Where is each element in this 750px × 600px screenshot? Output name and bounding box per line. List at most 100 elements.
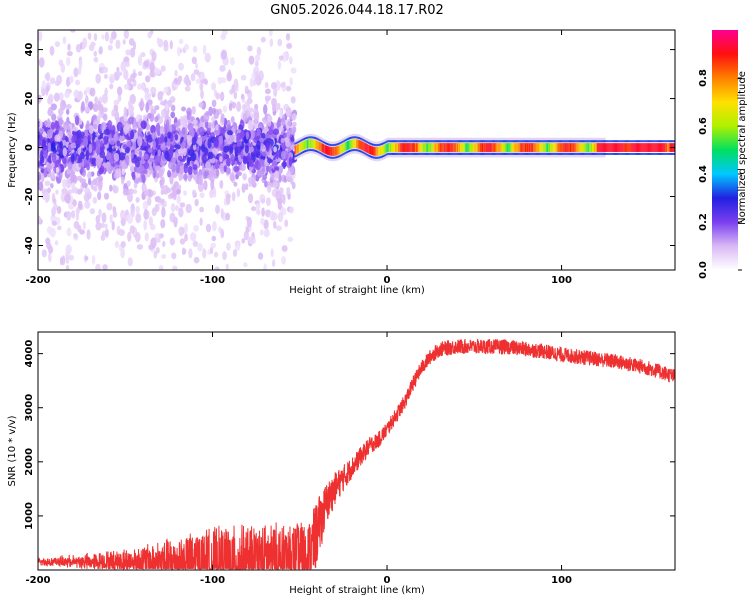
- spectrogram-cell: [591, 143, 594, 152]
- spectrogram-cell: [452, 143, 455, 152]
- spectrogram-cell: [476, 143, 479, 152]
- spectrogram-cell: [118, 152, 126, 161]
- spectrogram-cell: [497, 152, 500, 155]
- spectrogram-cell: [179, 115, 184, 126]
- spectrogram-cell: [260, 198, 266, 204]
- spectrogram-cell: [279, 109, 283, 120]
- spectrogram-cell: [137, 71, 143, 77]
- spectrogram-cell: [401, 140, 403, 143]
- spectrogram-cell: [587, 143, 590, 152]
- spectrogram-cell: [192, 164, 198, 170]
- spectrogram-cell: [83, 106, 91, 113]
- spectrogram-cell: [493, 152, 495, 155]
- spectrogram-cell: [65, 254, 70, 264]
- spectrogram-cell: [241, 104, 246, 111]
- spectrogram-cell: [253, 111, 260, 122]
- spectrogram-cell: [577, 152, 579, 155]
- spectrogram-cell: [578, 140, 580, 143]
- spectrogram-cell: [315, 137, 317, 140]
- spectrogram-cell: [623, 152, 625, 155]
- spectrogram-cell: [446, 152, 448, 155]
- spectrogram-cell: [299, 152, 302, 155]
- spectrogram-cell: [210, 242, 216, 249]
- spectrogram-cell: [319, 152, 322, 155]
- spectrogram-cell: [166, 139, 171, 147]
- spectrogram-cell: [616, 140, 618, 143]
- spectrogram-cell: [475, 143, 478, 152]
- spectrogram-cell: [97, 180, 103, 192]
- spectrogram-cell: [55, 167, 60, 174]
- spectrogram-cell: [151, 51, 157, 62]
- spectrogram-cell: [222, 251, 227, 261]
- spectrogram-cell: [438, 143, 440, 152]
- spectrogram-cell: [447, 140, 449, 143]
- spectrogram-cell: [142, 114, 148, 121]
- spectrogram-cell: [640, 143, 642, 152]
- spectrogram-cell: [381, 145, 383, 155]
- spectrogram-cell: [539, 152, 541, 155]
- spectrogram-cell: [380, 156, 382, 159]
- spectrogram-cell: [160, 143, 167, 151]
- spectrogram-cell: [419, 140, 421, 143]
- spectrogram-cell: [114, 240, 119, 249]
- spectrogram-cell: [354, 136, 356, 139]
- spectrogram-cell: [340, 154, 343, 157]
- spectrogram-cell: [134, 231, 141, 243]
- spectrogram-cell: [366, 144, 369, 153]
- spectrogram-cell: [312, 149, 314, 152]
- spectrogram-cell: [574, 140, 576, 143]
- spectrogram-cell: [534, 152, 536, 155]
- spectrogram-cell: [653, 152, 656, 155]
- spectrogram-cell: [418, 143, 420, 152]
- spectrogram-cell: [163, 42, 169, 52]
- spectrogram-cell: [443, 152, 445, 155]
- spectrogram-cell: [303, 140, 306, 150]
- spectrogram-cell: [397, 143, 399, 152]
- spectrogram-cell: [404, 140, 406, 143]
- spectrogram-cell: [494, 140, 496, 143]
- spectrogram-cell: [83, 157, 91, 167]
- spectrogram-cell: [429, 152, 432, 155]
- spectrogram-cell: [387, 143, 390, 152]
- spectrogram-cell: [303, 150, 306, 153]
- spectrogram-cell: [72, 163, 77, 170]
- spectrogram-cell: [163, 123, 170, 134]
- spectrogram-cell: [58, 92, 64, 101]
- spectrogram-cell: [586, 152, 589, 155]
- spectrogram-cell: [484, 152, 486, 155]
- spectrogram-cell: [426, 143, 428, 152]
- spectrogram-cell: [666, 152, 668, 155]
- spectrogram-cell: [400, 143, 402, 152]
- spectrogram-cell: [135, 205, 140, 214]
- spectrogram-cell: [236, 140, 243, 147]
- spectrogram-cell: [155, 246, 160, 254]
- spectrogram-cell: [265, 197, 271, 207]
- spectrogram-cell: [465, 143, 467, 152]
- spectrogram-cell: [244, 183, 249, 191]
- spectrogram-cell: [427, 140, 429, 143]
- spectrogram-cell: [470, 152, 472, 155]
- spectrogram-cell: [385, 140, 388, 143]
- spectrogram-cell: [177, 155, 183, 161]
- spectrogram-cell: [407, 143, 410, 152]
- spectrogram-cell: [311, 139, 313, 149]
- spectrogram-cell: [556, 140, 558, 143]
- spectrogram-cell: [82, 37, 88, 49]
- spectrogram-cell: [512, 140, 514, 143]
- spectrogram-cell: [311, 149, 313, 152]
- spectrogram-cell: [346, 138, 349, 141]
- spectrogram-cell: [211, 99, 217, 108]
- spectrogram-cell: [41, 80, 47, 89]
- spectrogram-cell: [592, 152, 595, 155]
- spectrogram-cell: [285, 170, 292, 182]
- spectrogram-cell: [126, 180, 131, 187]
- spectrogram-cell: [483, 140, 485, 143]
- spectrogram-cell: [647, 152, 649, 155]
- spectrogram-cell: [524, 152, 527, 155]
- spectrogram-cell: [192, 119, 198, 125]
- spectrogram-cell: [551, 140, 553, 143]
- spectrogram-cell: [508, 152, 510, 155]
- spectrogram-cell: [149, 70, 155, 78]
- spectrogram-cell: [344, 139, 347, 142]
